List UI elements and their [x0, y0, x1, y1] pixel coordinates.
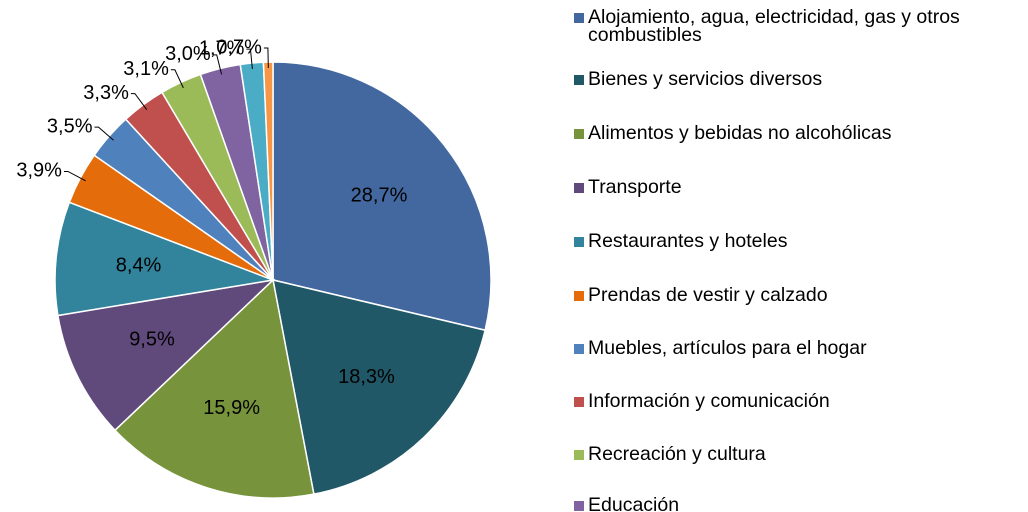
- data-label: 3,0%: [165, 43, 211, 65]
- legend-swatch: [574, 237, 584, 247]
- legend-item: Prendas de vestir y calzado: [574, 284, 1024, 306]
- legend-item: Muebles, artículos para el hogar: [574, 337, 1024, 359]
- legend-swatch: [574, 397, 584, 407]
- legend-item: Alojamiento, agua, electricidad, gas y o…: [574, 6, 1024, 46]
- legend-item: Información y comunicación: [574, 390, 1024, 412]
- legend-item: Transporte: [574, 176, 1024, 198]
- legend-swatch: [574, 129, 584, 139]
- pie-slice: [272, 279, 487, 496]
- legend-label: Educación: [588, 494, 680, 512]
- pie-slice: [54, 201, 276, 317]
- legend-label: Recreación y cultura: [588, 443, 766, 465]
- data-label: 1,7%: [199, 37, 245, 59]
- legend-swatch: [574, 344, 584, 354]
- data-label: 9,5%: [129, 329, 175, 351]
- legend-label: Información y comunicación: [588, 390, 830, 412]
- data-label: 0,7%: [216, 36, 262, 58]
- leader-line: [246, 48, 253, 70]
- leader-line: [170, 69, 184, 89]
- data-label: 3,3%: [83, 82, 129, 104]
- legend-item: Educación: [574, 494, 1024, 512]
- leader-line: [94, 126, 114, 141]
- legend-swatch: [574, 291, 584, 301]
- legend-swatch: [574, 183, 584, 193]
- data-label: 8,4%: [116, 255, 162, 277]
- legend-swatch: [574, 13, 584, 23]
- legend-item: Bienes y servicios diversos: [574, 68, 1024, 90]
- legend-label: Alojamiento, agua, electricidad, gas y o…: [588, 6, 960, 46]
- legend-label: Transporte: [588, 176, 682, 198]
- legend-swatch: [574, 75, 584, 85]
- data-label: 3,9%: [16, 160, 62, 182]
- data-label: 3,5%: [47, 115, 93, 137]
- legend-item: Restaurantes y hoteles: [574, 230, 1024, 252]
- legend-item: Alimentos y bebidas no alcohólicas: [574, 122, 1024, 144]
- leader-line: [263, 47, 269, 69]
- legend-label: Bienes y servicios diversos: [588, 68, 823, 90]
- pie-slice: [272, 61, 492, 332]
- pie-slice: [113, 278, 315, 499]
- data-label: 28,7%: [351, 184, 408, 206]
- leader-line: [130, 93, 148, 110]
- pie-area: 28,7% 18,3% 15,9% 9,5% 8,4% 3,9% 3,5% 3,3%3,1%3…: [16, 36, 492, 499]
- legend-label: Muebles, artículos para el hogar: [588, 337, 867, 359]
- legend-swatch: [574, 501, 584, 511]
- legend-label: Restaurantes y hoteles: [588, 230, 788, 252]
- leader-line: [212, 54, 223, 75]
- leader-line: [63, 170, 86, 182]
- legend-swatch: [574, 450, 584, 460]
- data-label: 3,1%: [123, 58, 169, 80]
- data-label: 15,9%: [203, 397, 260, 419]
- pie-slice: [57, 278, 276, 432]
- legend-label: Alimentos y bebidas no alcohólicas: [588, 122, 892, 144]
- legend-label: Prendas de vestir y calzado: [588, 284, 828, 306]
- data-label: 18,3%: [338, 366, 395, 388]
- legend-item: Recreación y cultura: [574, 443, 1024, 465]
